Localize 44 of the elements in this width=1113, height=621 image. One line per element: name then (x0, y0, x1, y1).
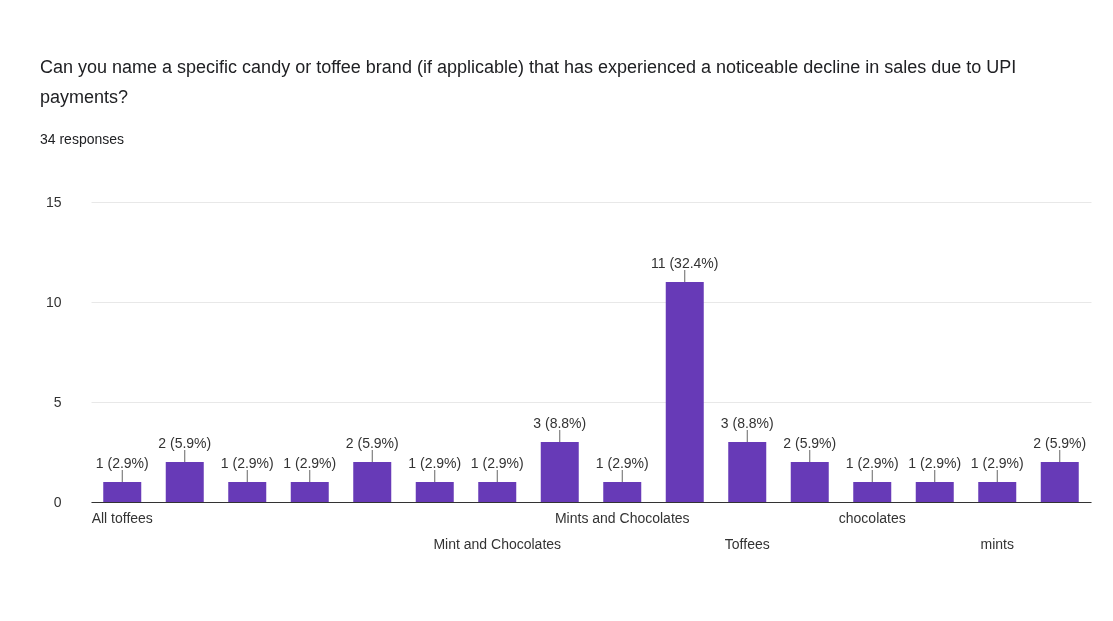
y-tick-label: 5 (53, 393, 62, 410)
data-label: 1 (2.9%) (220, 455, 274, 471)
data-label: 3 (8.8%) (533, 415, 587, 431)
bar (790, 462, 829, 502)
bar (1040, 462, 1079, 502)
chart-subtitle: 34 responses (40, 131, 125, 147)
bar (478, 482, 517, 502)
data-label: 1 (2.9%) (470, 455, 524, 471)
bar (415, 482, 454, 502)
data-label: 2 (5.9%) (783, 435, 837, 451)
y-tick-label: 15 (45, 193, 62, 210)
data-label: 3 (8.8%) (720, 415, 774, 431)
x-tick-label: mints (980, 536, 1014, 552)
bar (665, 282, 704, 502)
x-tick-label: Toffees (724, 536, 770, 552)
bar (290, 482, 329, 502)
data-label: 2 (5.9%) (345, 435, 399, 451)
data-label: 1 (2.9%) (908, 455, 962, 471)
bar (103, 482, 142, 502)
chart-title: Can you name a specific candy or toffee brand (if applicable) that has experienced a noticeable decline in sales due to UPI payments? (40, 56, 1018, 109)
x-tick-label: Mints and Chocolates (554, 510, 690, 526)
bar (728, 442, 767, 502)
bar (540, 442, 579, 502)
bar (353, 462, 392, 502)
bar (165, 462, 204, 502)
data-label: 2 (5.9%) (158, 435, 212, 451)
y-tick-label: 10 (45, 293, 62, 310)
bar (915, 482, 954, 502)
data-label: 1 (2.9%) (95, 455, 149, 471)
data-label: 1 (2.9%) (845, 455, 899, 471)
data-label: 1 (2.9%) (283, 455, 337, 471)
x-tick-label: All toffees (91, 510, 153, 526)
data-label: 1 (2.9%) (408, 455, 462, 471)
data-label: 1 (2.9%) (970, 455, 1024, 471)
data-label: 1 (2.9%) (595, 455, 649, 471)
bar (978, 482, 1017, 502)
x-tick-label: Mint and Chocolates (433, 536, 562, 552)
bar (603, 482, 642, 502)
bar (228, 482, 267, 502)
data-label: 2 (5.9%) (1033, 435, 1087, 451)
bar (853, 482, 892, 502)
data-label: 11 (32.4%) (651, 255, 719, 271)
y-tick-label: 0 (53, 493, 62, 510)
x-tick-label: chocolates (838, 510, 906, 526)
